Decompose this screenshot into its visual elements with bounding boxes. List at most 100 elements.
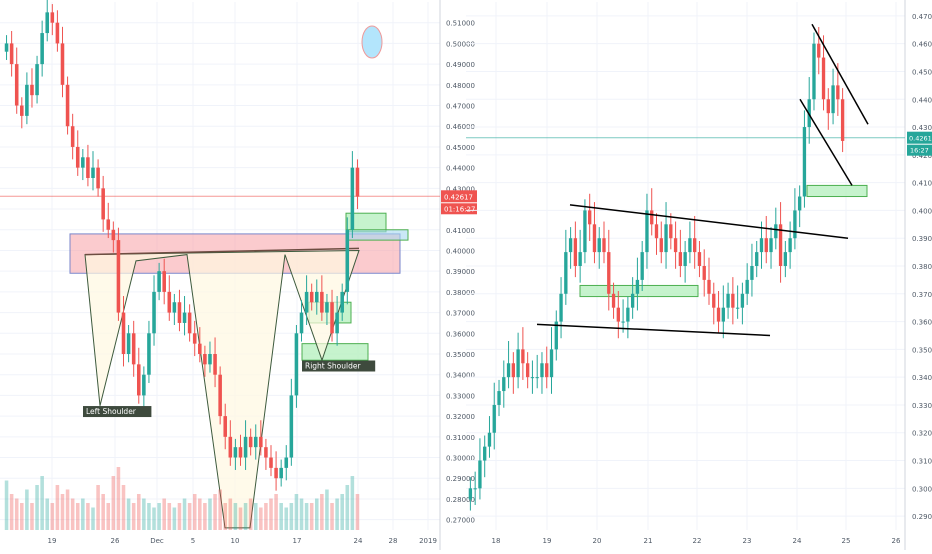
neckline: [84, 247, 360, 256]
candle-body: [549, 349, 554, 378]
x-tick-label: 10: [231, 537, 240, 545]
candle-body: [478, 460, 482, 489]
volume-bar: [294, 494, 299, 530]
candle-body: [75, 146, 80, 168]
volume-bar: [70, 498, 75, 530]
volume-bar: [136, 494, 141, 530]
volume-bar: [259, 507, 263, 530]
candle-body: [142, 374, 146, 396]
candle-body: [654, 224, 659, 239]
y-tick-label: 0.30000: [446, 455, 475, 463]
chart-panel-1[interactable]: 0.47000 0.46000 0.45000 0.44000 0.43000 0.420…: [466, 0, 932, 550]
candle-body: [218, 374, 222, 417]
y-tick-label: 0.35000: [446, 351, 475, 359]
candle-body: [836, 85, 840, 100]
candle-body: [330, 302, 334, 334]
candle-body: [688, 238, 692, 253]
volume-bar: [4, 480, 9, 530]
candle-body: [335, 312, 339, 334]
y-tick-label: 0.28000: [446, 496, 475, 504]
x-tick-label: 24: [354, 537, 363, 545]
volume-bar: [45, 498, 50, 530]
y-tick-label: 0.38000: [446, 289, 475, 297]
volume-bar: [167, 503, 172, 530]
x-tick-label: 19: [543, 537, 552, 545]
x-tick-label: 24: [793, 537, 802, 545]
candle-body: [50, 12, 55, 23]
candle-body: [320, 291, 324, 313]
candle-body: [506, 363, 511, 378]
candle-body: [126, 333, 131, 354]
candle-body: [106, 219, 111, 230]
candle-body: [788, 238, 792, 253]
candle-body: [735, 307, 740, 309]
y-tick-label: 0.39000: [912, 235, 932, 243]
candle-body: [243, 436, 248, 458]
candle-body: [177, 302, 182, 323]
x-tick-label: Dec: [150, 537, 164, 545]
candle-body: [554, 321, 558, 350]
candle-body: [516, 349, 520, 378]
candle-body: [325, 302, 329, 313]
price-badge: [907, 131, 932, 144]
candle-body: [511, 363, 516, 378]
volume-bar: [182, 498, 187, 530]
volume-bar: [30, 503, 34, 530]
candle-body: [248, 436, 253, 448]
y-tick-label: 0.47000: [912, 13, 932, 21]
volume-bar: [304, 503, 309, 530]
candle-body: [167, 291, 172, 313]
volume-bar: [299, 498, 304, 530]
volume-bar: [152, 507, 156, 530]
x-tick-label: 18: [492, 537, 501, 545]
y-tick-label: 0.39000: [446, 268, 475, 276]
y-tick-label: 0.32000: [912, 430, 932, 438]
candle-body: [487, 432, 492, 447]
candle-body: [131, 333, 136, 365]
volume-bar: [192, 494, 197, 530]
annotation-badge: [83, 406, 152, 418]
candle-body: [611, 293, 616, 308]
volume-bar: [86, 503, 90, 530]
candle-body: [121, 312, 126, 354]
candle-body: [25, 84, 29, 116]
candle-body: [279, 467, 283, 479]
volume-bar: [355, 494, 360, 530]
candle-body: [86, 157, 90, 178]
volume-bar: [126, 498, 131, 530]
volume-bar: [223, 503, 228, 530]
candle-body: [621, 321, 625, 323]
candle-body: [745, 279, 749, 294]
volume-bar: [96, 485, 100, 530]
candle-body: [101, 188, 105, 220]
candle-body: [650, 210, 654, 225]
volume-bar: [335, 498, 339, 530]
candle-body: [693, 238, 697, 253]
chart-panel-0[interactable]: 0.51000 0.50000 0.49000 0.48000 0.47000 0.460…: [0, 0, 477, 550]
volume-bar: [35, 485, 39, 530]
y-tick-label: 0.31000: [446, 434, 475, 442]
y-tick-label: 0.38000: [912, 263, 932, 271]
candle-body: [223, 416, 228, 437]
shoulder-box: [301, 343, 369, 361]
candle-body: [759, 238, 764, 253]
volume-bar: [269, 498, 273, 530]
candle-body: [259, 436, 263, 448]
candle-body: [228, 436, 233, 458]
candle-body: [545, 363, 549, 378]
x-tick-label: 20: [593, 537, 602, 545]
candle-body: [716, 307, 721, 322]
trend-line: [799, 98, 853, 186]
candle-body: [147, 333, 151, 375]
candle-body: [284, 457, 289, 468]
candle-body: [750, 266, 754, 280]
volume-bar: [289, 503, 294, 530]
candle-body: [309, 291, 314, 303]
x-tick-label: 2019: [419, 537, 437, 545]
x-tick-label: 26: [111, 537, 120, 545]
y-tick-label: 0.33000: [912, 402, 932, 410]
volume-bar: [253, 503, 258, 530]
volume-bar: [40, 476, 44, 530]
volume-bar: [25, 489, 29, 530]
